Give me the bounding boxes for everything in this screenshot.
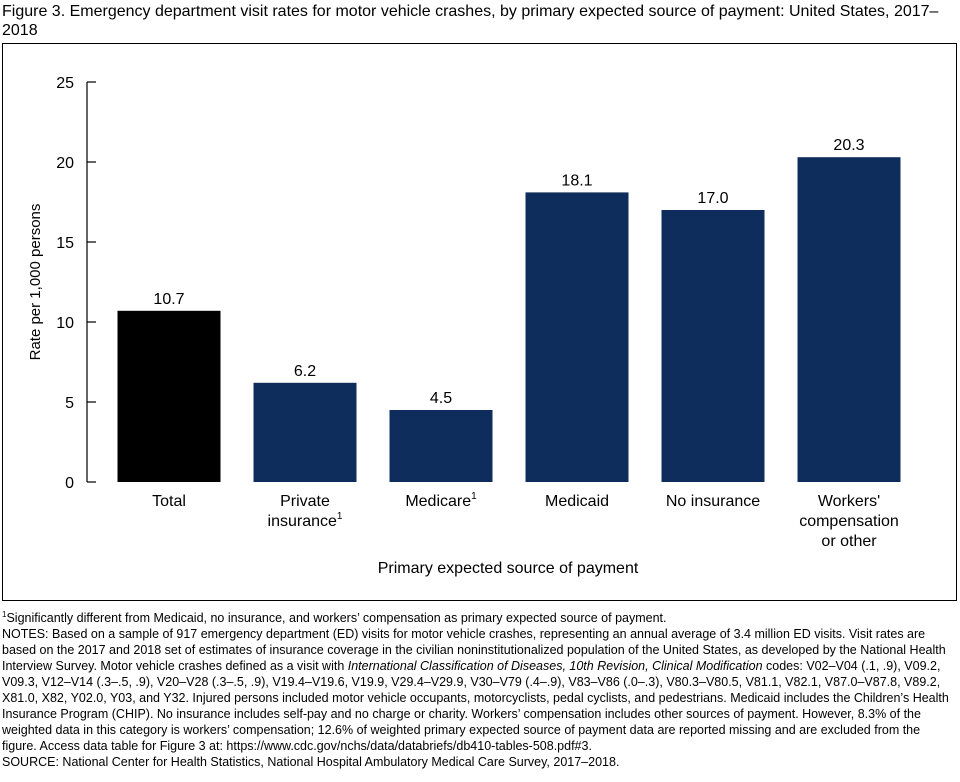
data-label: 4.5 xyxy=(430,390,452,407)
category-label: No insurance xyxy=(666,493,760,510)
data-label: 17.0 xyxy=(697,190,728,207)
category-label-line: Total xyxy=(152,493,186,510)
y-tick-label: 25 xyxy=(56,75,74,92)
bar xyxy=(525,192,629,482)
y-tick-label: 15 xyxy=(56,235,74,252)
figure-notes: 1Significantly different from Medicaid, … xyxy=(2,610,957,770)
bar xyxy=(389,410,493,482)
y-tick-label: 20 xyxy=(56,155,74,172)
notes-text-part1: NOTES: Based on a sample of 917 emergenc… xyxy=(2,627,946,673)
bar xyxy=(661,210,765,482)
category-label: Private insurance1 xyxy=(268,493,343,530)
category-label-line: Medicaid xyxy=(545,493,609,510)
notes-paragraph: NOTES: Based on a sample of 917 emergenc… xyxy=(2,626,957,754)
data-label: 18.1 xyxy=(561,172,592,189)
footnote-text: Significantly different from Medicaid, n… xyxy=(6,611,667,625)
category-label-line: Workers' xyxy=(818,493,880,510)
bar xyxy=(797,157,901,482)
data-label: 6.2 xyxy=(294,363,316,380)
category-label-line: or other xyxy=(821,533,877,550)
notes-text-part2: codes: V02–V04 (.1, .9), V09.2, V09.3, V… xyxy=(2,659,949,753)
bar-chart: 0 5 10 15 20 25 Rate per 1,000 persons 10.7 Tota… xyxy=(27,75,901,577)
category-label-line: No insurance xyxy=(666,493,760,510)
footnote: 1Significantly different from Medicaid, … xyxy=(2,610,957,626)
figure-title: Figure 3. Emergency department visit rat… xyxy=(2,3,939,39)
category-label-superscript: 1 xyxy=(337,511,343,522)
y-tick-label: 10 xyxy=(56,315,74,332)
x-axis-title: Primary expected source of payment xyxy=(378,560,639,577)
category-label-superscript: 1 xyxy=(471,491,477,502)
bar xyxy=(117,310,221,482)
y-tick-label: 0 xyxy=(65,475,74,492)
category-label: Workers' compensation or other xyxy=(799,493,899,550)
source-line: SOURCE: National Center for Health Stati… xyxy=(2,755,620,769)
data-label: 20.3 xyxy=(833,137,864,154)
category-label-line: insurance xyxy=(268,513,337,530)
bar xyxy=(253,382,357,482)
category-label-line: compensation xyxy=(799,513,899,530)
chart-frame: 0 5 10 15 20 25 Rate per 1,000 persons 10.7 Tota… xyxy=(2,43,957,601)
data-label: 10.7 xyxy=(153,291,184,308)
category-label-line: Medicare xyxy=(405,493,471,510)
footnote-marker: 1 xyxy=(2,609,7,619)
category-label: Medicaid xyxy=(545,493,609,510)
category-label: Medicare1 xyxy=(405,491,477,510)
category-label-line: Private xyxy=(280,493,330,510)
notes-text-italic: International Classification of Diseases… xyxy=(347,659,763,673)
category-label: Total xyxy=(152,493,186,510)
y-tick-label: 5 xyxy=(65,395,74,412)
y-axis-title: Rate per 1,000 persons xyxy=(27,204,44,361)
